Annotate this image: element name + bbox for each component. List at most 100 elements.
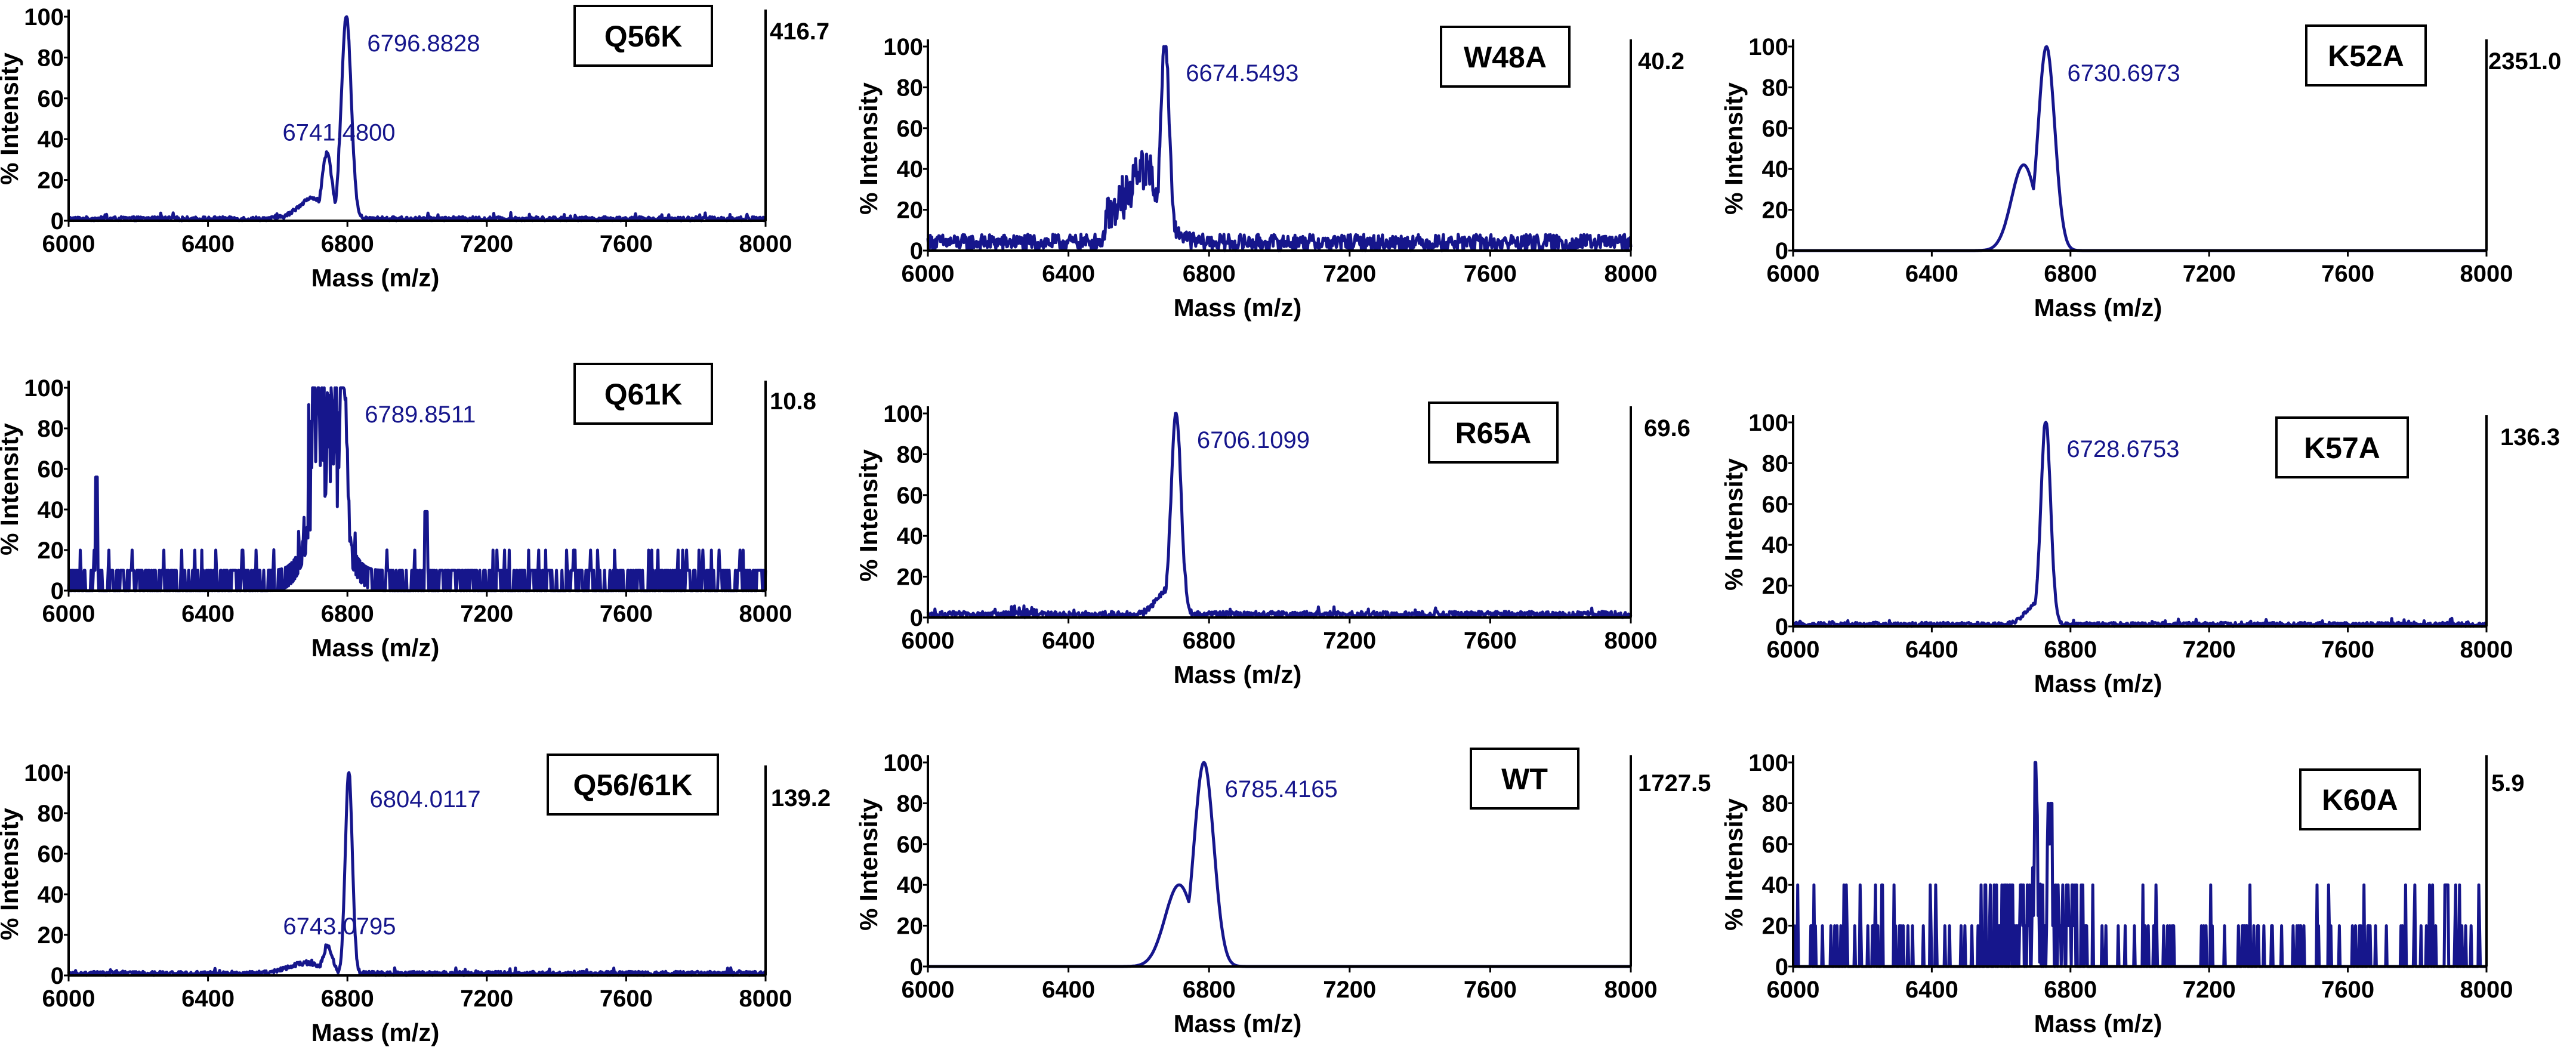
x-tick-label: 6400 [1042,261,1095,287]
variant-label-box [547,754,719,816]
x-tick-label: 8000 [739,601,792,627]
x-tick-label: 6400 [1042,977,1095,1003]
peak-mass-label: 6804.0117 [370,786,481,813]
y-tick-label: 40 [38,882,64,908]
peak-mass-label: 6674.5493 [1186,60,1298,87]
variant-label-box [2299,768,2421,830]
spectrum-panel-q56k: 6000 6400 6800 7200 7600 8000 0 20 40 60 80 100 Mass… [0,4,829,292]
variant-label: Q56K [604,20,683,53]
x-tick-label: 7200 [460,231,513,257]
x-tick-label: 8000 [739,986,792,1012]
y-tick-label: 80 [38,45,64,71]
x-tick-label: 6800 [321,986,374,1012]
y-tick-label: 0 [51,208,64,234]
x-tick-label: 8000 [2460,977,2513,1003]
peak-mass-label: 6741.4800 [282,120,395,146]
variant-label-box [573,5,713,67]
x-tick-label: 7600 [2321,261,2374,287]
y-tick-label: 80 [1762,75,1789,101]
y-tick-label: 80 [38,801,64,827]
x-tick-label: 8000 [2460,637,2513,663]
x-tick-label: 7600 [1464,628,1517,654]
y-tick-label: 0 [51,578,64,604]
variant-label: K52A [2328,39,2404,73]
y-tick-label: 0 [1775,954,1788,980]
x-tick-label: 8000 [1605,628,1658,654]
y-tick-label: 40 [1762,532,1789,558]
x-tick-label: 6800 [2044,977,2097,1003]
x-tick-label: 6400 [181,601,235,627]
variant-label: R65A [1455,416,1532,450]
variant-label-box [1470,748,1579,810]
peak-mass-label: 6785.4165 [1225,776,1338,802]
x-tick-label: 7600 [1464,261,1517,287]
max-intensity-label: 1727.5 [1638,770,1711,796]
x-axis-title: Mass (m/z) [1174,1009,1302,1037]
x-tick-label: 6000 [42,986,95,1012]
y-tick-label: 100 [24,375,64,402]
variant-label: K57A [2304,431,2380,465]
y-axis-title: % Intensity [0,423,23,555]
x-tick-label: 6800 [1183,628,1236,654]
x-tick-label: 6800 [321,231,374,257]
max-intensity-label: 5.9 [2491,770,2525,796]
spectrum-panel-wt: 6000 6400 6800 7200 7600 8000 0 20 40 60 80 100 Mass… [854,748,1711,1037]
x-tick-label: 6800 [1183,977,1236,1003]
max-intensity-label: 40.2 [1638,48,1685,75]
spectrum-trace-q5661k [67,771,767,977]
max-intensity-label: 416.7 [770,18,829,45]
y-tick-label: 60 [897,483,924,509]
y-tick-label: 0 [910,954,923,980]
y-tick-label: 60 [1762,116,1789,142]
x-axis-title: Mass (m/z) [2034,669,2162,697]
variant-label: Q61K [604,378,683,411]
y-axis-title: % Intensity [854,449,883,582]
x-tick-label: 7200 [2183,637,2236,663]
x-tick-label: 6400 [1042,628,1095,654]
y-tick-label: 40 [38,126,64,153]
x-tick-label: 7600 [600,986,653,1012]
spectrum-panel-q61k: 6000 6400 6800 7200 7600 8000 0 20 40 60 80 100 Mass… [0,363,816,662]
y-tick-label: 80 [1762,450,1789,477]
y-tick-label: 60 [38,456,64,483]
x-tick-label: 6000 [1767,977,1820,1003]
x-tick-label: 6000 [902,628,955,654]
y-tick-label: 100 [1748,34,1788,60]
y-tick-label: 20 [1762,197,1789,224]
x-tick-label: 6000 [902,261,955,287]
x-axis-title: Mass (m/z) [2034,1009,2162,1037]
y-tick-label: 20 [38,168,64,194]
x-tick-label: 7600 [600,231,653,257]
y-tick-label: 100 [883,34,923,60]
y-tick-label: 100 [24,4,64,30]
x-axis-title: Mass (m/z) [311,634,440,662]
x-tick-label: 7600 [600,601,653,627]
max-intensity-label: 139.2 [771,785,831,811]
x-tick-label: 6800 [2044,261,2097,287]
y-axis-title: % Intensity [0,53,23,185]
variant-label-box [2275,416,2409,478]
x-axis-title: Mass (m/z) [1174,660,1302,688]
spectrum-trace-r65a [926,412,1633,619]
x-tick-label: 7600 [2321,977,2374,1003]
x-tick-label: 7600 [2321,637,2374,663]
peak-mass-label: 6706.1099 [1197,427,1310,453]
x-tick-label: 6800 [2044,637,2097,663]
x-tick-label: 8000 [2460,261,2513,287]
y-tick-label: 80 [897,75,924,101]
x-tick-label: 6400 [1905,977,1958,1003]
y-tick-label: 60 [38,841,64,867]
x-tick-label: 8000 [1605,261,1658,287]
x-axis-title: Mass (m/z) [311,264,440,292]
max-intensity-label: 136.3 [2500,424,2560,450]
x-tick-label: 6000 [1767,637,1820,663]
y-tick-label: 40 [897,523,924,549]
x-tick-label: 6000 [902,977,955,1003]
y-axis-title: % Intensity [1720,798,1748,931]
x-axis-title: Mass (m/z) [2034,294,2162,322]
variant-label-box [2305,24,2427,87]
y-tick-label: 100 [883,750,923,776]
x-tick-label: 7200 [1323,261,1376,287]
y-tick-label: 20 [897,564,924,591]
